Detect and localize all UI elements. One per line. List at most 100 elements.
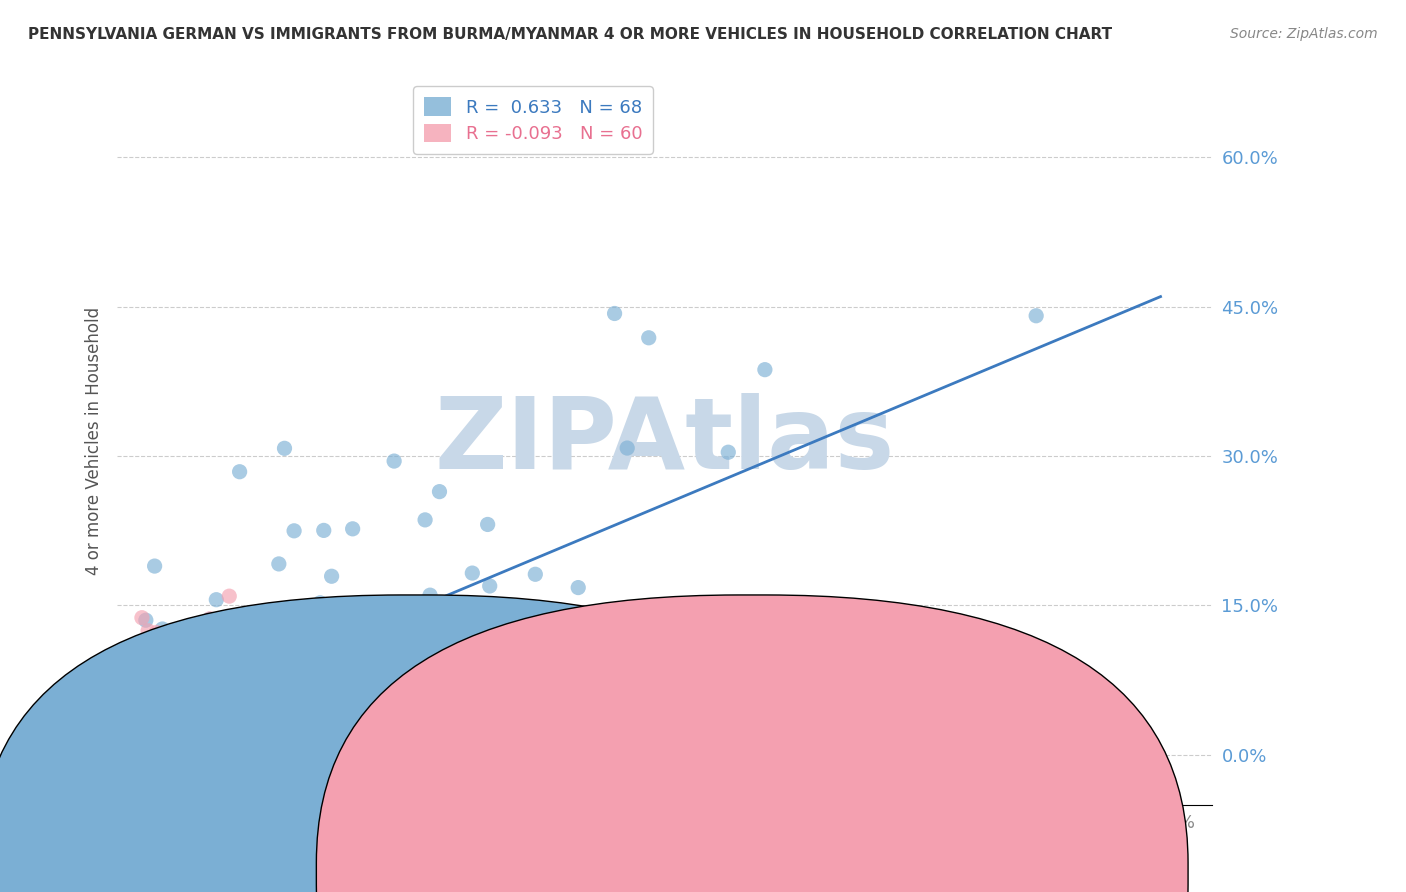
Text: Pennsylvania Germans: Pennsylvania Germans [439,856,630,874]
Point [717,445,740,459]
Point [145,678,167,692]
Point [356,747,378,762]
Point [215,685,238,699]
Point [139,665,162,679]
Point [200,661,222,675]
Point [429,484,451,499]
Point [267,557,290,571]
Point [150,734,173,748]
Point [488,706,510,721]
Point [190,745,212,759]
Point [136,684,159,698]
Point [146,747,169,762]
Point [567,581,589,595]
Point [243,714,266,728]
Point [263,640,285,655]
Point [321,569,343,583]
Point [212,731,235,746]
Point [217,648,239,662]
Point [160,712,183,726]
Point [165,657,187,672]
Point [167,652,190,666]
Point [145,625,167,640]
Point [138,706,160,721]
Point [288,705,311,719]
Point [129,654,152,668]
Point [179,747,201,762]
Point [205,592,228,607]
Point [246,653,269,667]
Point [143,559,166,574]
Point [266,674,288,689]
Point [165,668,187,682]
Point [157,703,180,717]
Point [226,736,249,750]
Point [198,612,221,626]
Point [277,697,299,711]
Point [172,691,194,706]
Point [1025,309,1047,323]
Point [204,665,226,680]
Point [309,698,332,712]
Point [156,729,179,743]
Point [221,621,243,635]
Y-axis label: 4 or more Vehicles in Household: 4 or more Vehicles in Household [86,307,103,575]
Point [217,682,239,697]
Text: ZIPAtlas: ZIPAtlas [434,392,894,490]
Point [193,705,215,719]
Text: Source: ZipAtlas.com: Source: ZipAtlas.com [1230,27,1378,41]
Point [128,677,150,691]
Point [382,454,405,468]
Point [323,600,346,615]
Point [197,732,219,747]
Point [197,665,219,680]
Point [134,640,156,655]
Point [388,674,411,689]
Point [616,441,638,455]
Point [177,709,200,723]
Point [283,524,305,538]
Point [145,654,167,668]
Point [246,708,269,723]
Point [273,442,295,456]
Point [252,747,274,762]
Point [131,610,153,624]
Point [187,729,209,743]
Point [146,685,169,699]
Point [127,673,149,687]
Point [194,749,217,764]
Point [187,645,209,659]
Point [152,622,174,636]
Point [131,747,153,762]
Point [157,742,180,756]
Point [287,747,309,762]
Point [207,641,229,656]
Point [183,637,205,651]
Point [159,685,181,699]
Point [274,747,297,762]
Point [217,689,239,703]
Point [315,601,337,615]
Point [603,306,626,320]
Point [170,633,193,648]
Point [191,641,214,656]
Point [243,619,266,633]
Point [143,665,166,679]
Point [754,362,776,376]
Point [312,524,335,538]
Point [239,654,262,668]
Point [221,666,243,681]
Point [524,567,547,582]
Point [172,705,194,719]
Point [181,693,204,707]
Point [225,692,247,706]
Point [160,626,183,640]
Point [233,695,256,709]
Point [477,517,499,532]
Point [149,682,172,697]
Point [413,513,436,527]
Point [637,331,659,345]
Text: Immigrants from Burma/Myanmar: Immigrants from Burma/Myanmar [730,856,1014,874]
Point [342,522,364,536]
Point [419,588,441,602]
